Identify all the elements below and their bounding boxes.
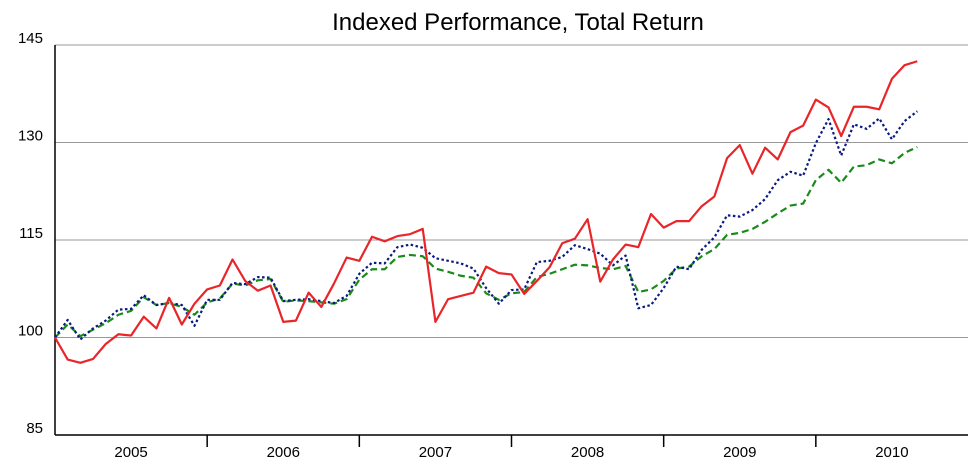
x-tick-label: 2005 [114, 444, 147, 461]
x-tick-label: 2010 [875, 444, 908, 461]
y-tick-label: 115 [19, 225, 43, 242]
y-tick-label: 85 [26, 420, 43, 437]
y-tick-label: 130 [18, 128, 43, 145]
chart-title: Indexed Performance, Total Return [332, 9, 704, 36]
x-tick-label: 2009 [723, 444, 756, 461]
x-tick-label: 2007 [419, 444, 452, 461]
x-tick-label: 2008 [571, 444, 604, 461]
y-tick-label: 100 [18, 323, 43, 340]
y-tick-label: 145 [18, 30, 43, 47]
x-tick-label: 2006 [267, 444, 300, 461]
series-line [54, 146, 918, 339]
series-line [54, 110, 918, 341]
series-line [54, 60, 918, 364]
